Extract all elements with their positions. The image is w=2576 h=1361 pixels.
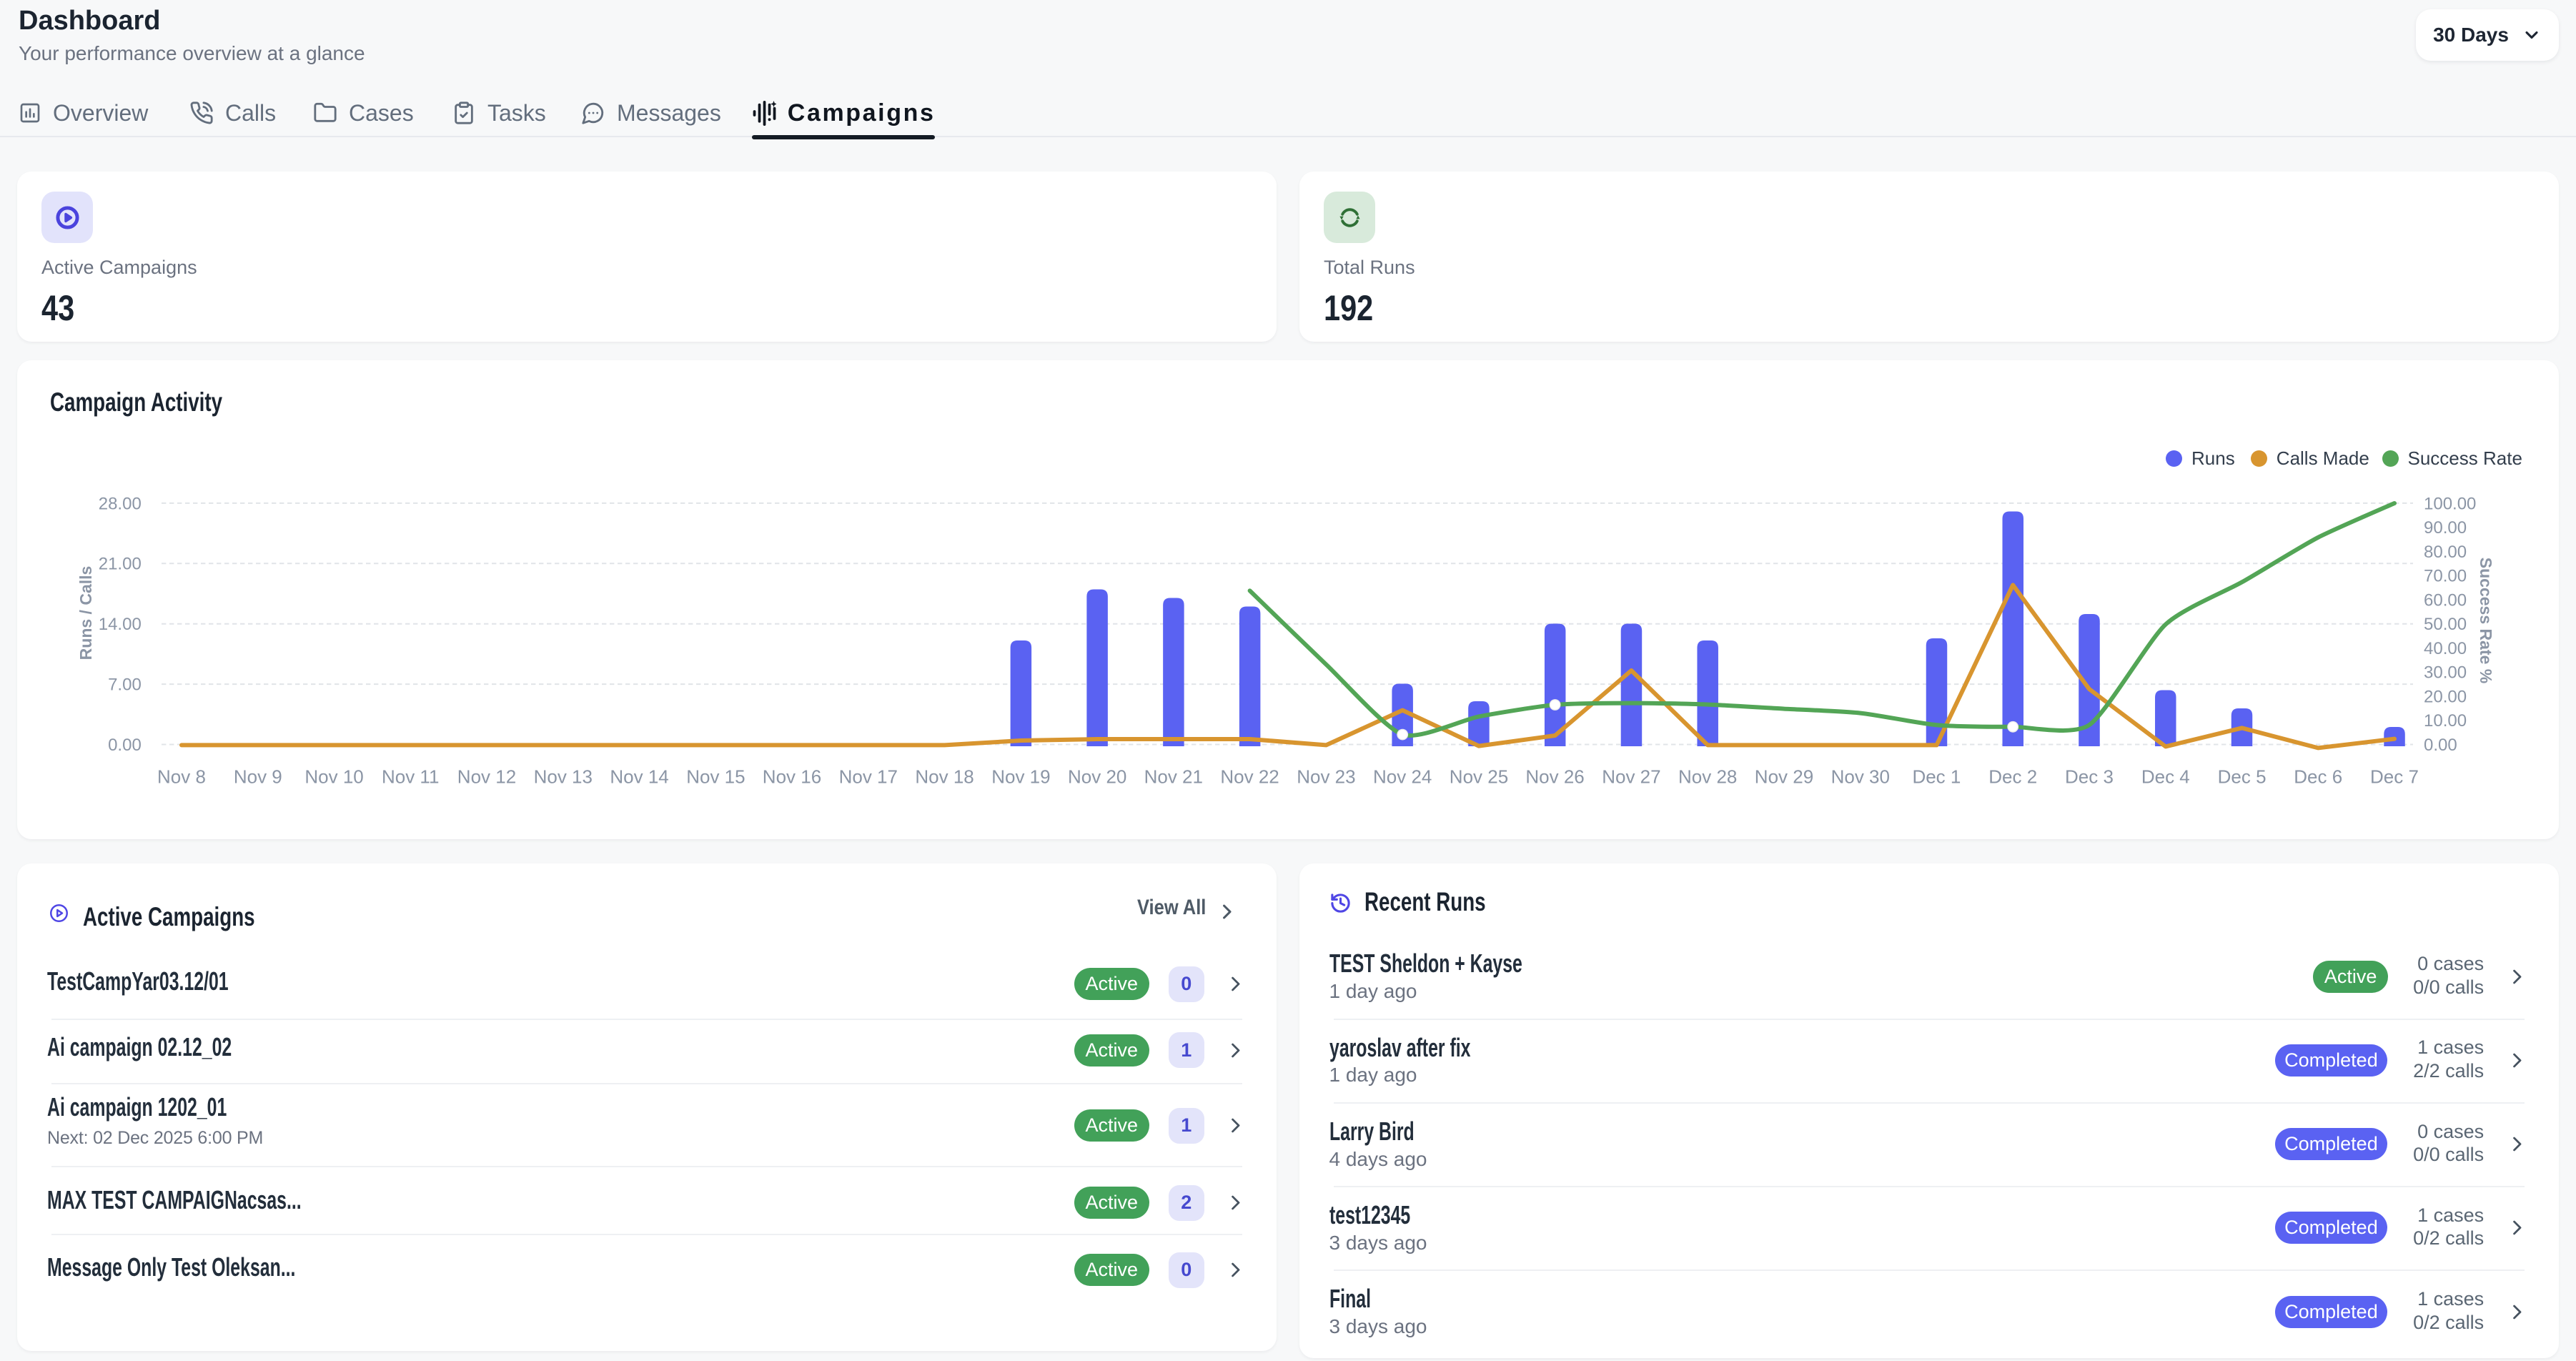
svg-text:Dec 5: Dec 5	[2218, 766, 2267, 787]
svg-text:Nov 15: Nov 15	[686, 766, 745, 787]
svg-text:Dec 7: Dec 7	[2370, 766, 2419, 787]
svg-text:70.00: 70.00	[2424, 566, 2467, 585]
svg-text:Nov 29: Nov 29	[1755, 766, 1813, 787]
svg-text:Nov 25: Nov 25	[1450, 766, 1508, 787]
svg-text:Nov 13: Nov 13	[534, 766, 593, 787]
svg-text:40.00: 40.00	[2424, 638, 2467, 658]
svg-text:7.00: 7.00	[108, 675, 142, 694]
svg-text:Nov 20: Nov 20	[1068, 766, 1126, 787]
svg-text:Nov 11: Nov 11	[382, 766, 439, 787]
svg-text:Dec 3: Dec 3	[2065, 766, 2114, 787]
svg-text:Dec 6: Dec 6	[2294, 766, 2342, 787]
svg-text:80.00: 80.00	[2424, 542, 2467, 561]
svg-text:Nov 30: Nov 30	[1831, 766, 1890, 787]
svg-text:Dec 1: Dec 1	[1912, 766, 1961, 787]
svg-text:Nov 24: Nov 24	[1373, 766, 1432, 787]
svg-text:Nov 19: Nov 19	[991, 766, 1050, 787]
svg-text:Nov 22: Nov 22	[1220, 766, 1279, 787]
svg-text:Nov 17: Nov 17	[839, 766, 898, 787]
svg-text:Nov 21: Nov 21	[1144, 766, 1203, 787]
svg-text:21.00: 21.00	[99, 554, 142, 573]
svg-text:100.00: 100.00	[2424, 494, 2476, 513]
svg-text:Nov 14: Nov 14	[610, 766, 668, 787]
svg-text:30.00: 30.00	[2424, 663, 2467, 682]
svg-text:14.00: 14.00	[99, 615, 142, 634]
svg-text:Nov 9: Nov 9	[234, 766, 282, 787]
svg-text:0.00: 0.00	[108, 735, 142, 754]
svg-text:Nov 28: Nov 28	[1678, 766, 1737, 787]
svg-text:Success Rate %: Success Rate %	[2477, 557, 2495, 683]
svg-text:Nov 12: Nov 12	[457, 766, 516, 787]
svg-text:Nov 10: Nov 10	[304, 766, 363, 787]
svg-text:Runs / Calls: Runs / Calls	[76, 565, 95, 660]
svg-text:Nov 8: Nov 8	[157, 766, 206, 787]
svg-text:Nov 16: Nov 16	[763, 766, 821, 787]
svg-text:Dec 4: Dec 4	[2141, 766, 2190, 787]
svg-text:10.00: 10.00	[2424, 711, 2467, 731]
svg-text:Nov 26: Nov 26	[1525, 766, 1584, 787]
svg-text:90.00: 90.00	[2424, 518, 2467, 538]
svg-text:Nov 27: Nov 27	[1602, 766, 1660, 787]
svg-text:60.00: 60.00	[2424, 590, 2467, 610]
svg-text:50.00: 50.00	[2424, 615, 2467, 634]
svg-text:Nov 23: Nov 23	[1297, 766, 1355, 787]
svg-text:20.00: 20.00	[2424, 687, 2467, 706]
svg-text:0.00: 0.00	[2424, 735, 2457, 754]
svg-text:28.00: 28.00	[99, 494, 142, 513]
svg-text:Nov 18: Nov 18	[915, 766, 974, 787]
svg-text:Dec 2: Dec 2	[1988, 766, 2037, 787]
